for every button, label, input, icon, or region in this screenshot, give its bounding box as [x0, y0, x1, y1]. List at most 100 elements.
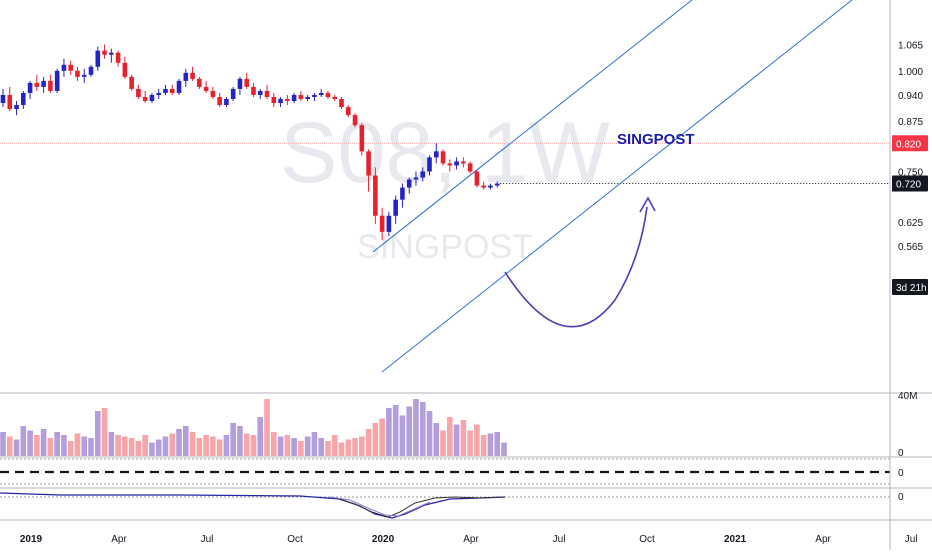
candle[interactable]: [433, 143, 439, 164]
candle[interactable]: [156, 88, 162, 99]
channel-upper-line[interactable]: [372, 0, 693, 253]
candle[interactable]: [251, 82, 256, 97]
candle[interactable]: [318, 88, 324, 97]
volume-pane[interactable]: [0, 399, 507, 456]
candle[interactable]: [359, 123, 365, 156]
candle[interactable]: [264, 84, 270, 99]
candle[interactable]: [109, 48, 114, 63]
candle[interactable]: [27, 80, 33, 99]
candle[interactable]: [54, 68, 60, 93]
candle-body: [386, 215, 392, 232]
candle[interactable]: [230, 86, 236, 102]
candle[interactable]: [339, 96, 344, 110]
annotation-label[interactable]: SINGPOST: [617, 131, 695, 148]
channel-lower-line[interactable]: [381, 0, 853, 373]
candle[interactable]: [142, 90, 148, 104]
candle[interactable]: [420, 167, 426, 182]
candle[interactable]: [400, 183, 405, 208]
candle[interactable]: [122, 56, 128, 79]
candle[interactable]: [488, 183, 493, 190]
candle[interactable]: [81, 68, 87, 83]
volume-bar: [345, 439, 352, 456]
candle[interactable]: [102, 44, 107, 59]
volume-bar: [47, 438, 54, 456]
candle[interactable]: [95, 46, 101, 71]
candle[interactable]: [88, 64, 94, 77]
candle[interactable]: [298, 90, 304, 102]
candle[interactable]: [379, 207, 385, 240]
candle[interactable]: [467, 161, 473, 174]
projection-curve[interactable]: [504, 206, 648, 328]
candle[interactable]: [291, 92, 297, 104]
candle[interactable]: [197, 76, 202, 89]
candle-body: [325, 92, 331, 97]
candle[interactable]: [75, 66, 80, 81]
candle[interactable]: [440, 149, 446, 166]
candle[interactable]: [481, 181, 486, 190]
candle[interactable]: [461, 157, 466, 168]
volume-bar: [155, 439, 162, 456]
candle[interactable]: [244, 72, 250, 89]
candle[interactable]: [257, 88, 263, 99]
candle-body: [54, 70, 60, 91]
candle[interactable]: [345, 105, 351, 118]
drawings[interactable]: SINGPOST: [372, 0, 853, 373]
candle[interactable]: [0, 88, 6, 108]
candle[interactable]: [163, 84, 168, 95]
candle[interactable]: [41, 76, 46, 93]
candle[interactable]: [406, 177, 412, 194]
volume-bar: [365, 429, 372, 456]
candle-body: [197, 78, 202, 87]
candle[interactable]: [278, 96, 283, 108]
time-tick-label: Apr: [111, 534, 127, 545]
candle[interactable]: [494, 181, 500, 188]
candle[interactable]: [61, 58, 67, 77]
candle-body: [142, 96, 148, 102]
candle[interactable]: [325, 90, 331, 99]
candle[interactable]: [183, 68, 189, 87]
candle[interactable]: [14, 101, 19, 116]
candle[interactable]: [312, 92, 317, 102]
candle[interactable]: [7, 86, 13, 112]
candle-body: [440, 151, 446, 164]
candle[interactable]: [210, 86, 216, 99]
candle[interactable]: [129, 74, 134, 91]
symbol-description-watermark: SINGPOST: [357, 228, 533, 266]
candle[interactable]: [373, 167, 378, 224]
candle[interactable]: [305, 94, 310, 102]
candle[interactable]: [271, 92, 277, 108]
candle[interactable]: [352, 113, 358, 128]
candle[interactable]: [190, 66, 195, 81]
candle[interactable]: [224, 96, 229, 108]
candle[interactable]: [393, 195, 398, 224]
candle[interactable]: [366, 149, 371, 192]
candle[interactable]: [427, 155, 432, 176]
price-tick-label: 0.940: [898, 91, 923, 102]
candle[interactable]: [136, 84, 141, 99]
candle[interactable]: [332, 94, 338, 102]
candle[interactable]: [68, 60, 73, 75]
candle[interactable]: [474, 169, 480, 188]
candle[interactable]: [217, 92, 222, 108]
candle[interactable]: [237, 76, 243, 95]
candle-body: [169, 88, 175, 93]
candle[interactable]: [149, 92, 155, 104]
candle[interactable]: [21, 90, 26, 110]
candle[interactable]: [413, 171, 419, 186]
candle[interactable]: [386, 211, 392, 236]
candlestick-series[interactable]: [0, 44, 500, 240]
candle[interactable]: [176, 78, 182, 95]
candle[interactable]: [48, 74, 53, 93]
candle[interactable]: [454, 157, 459, 170]
candle[interactable]: [34, 74, 40, 91]
oscillator-panes[interactable]: [0, 458, 890, 519]
candle[interactable]: [285, 94, 290, 106]
candle[interactable]: [115, 50, 121, 67]
candle[interactable]: [447, 159, 453, 172]
candle-body: [257, 90, 263, 95]
candle[interactable]: [169, 84, 175, 95]
projection-arrowhead[interactable]: [639, 196, 656, 213]
candle[interactable]: [203, 80, 209, 93]
